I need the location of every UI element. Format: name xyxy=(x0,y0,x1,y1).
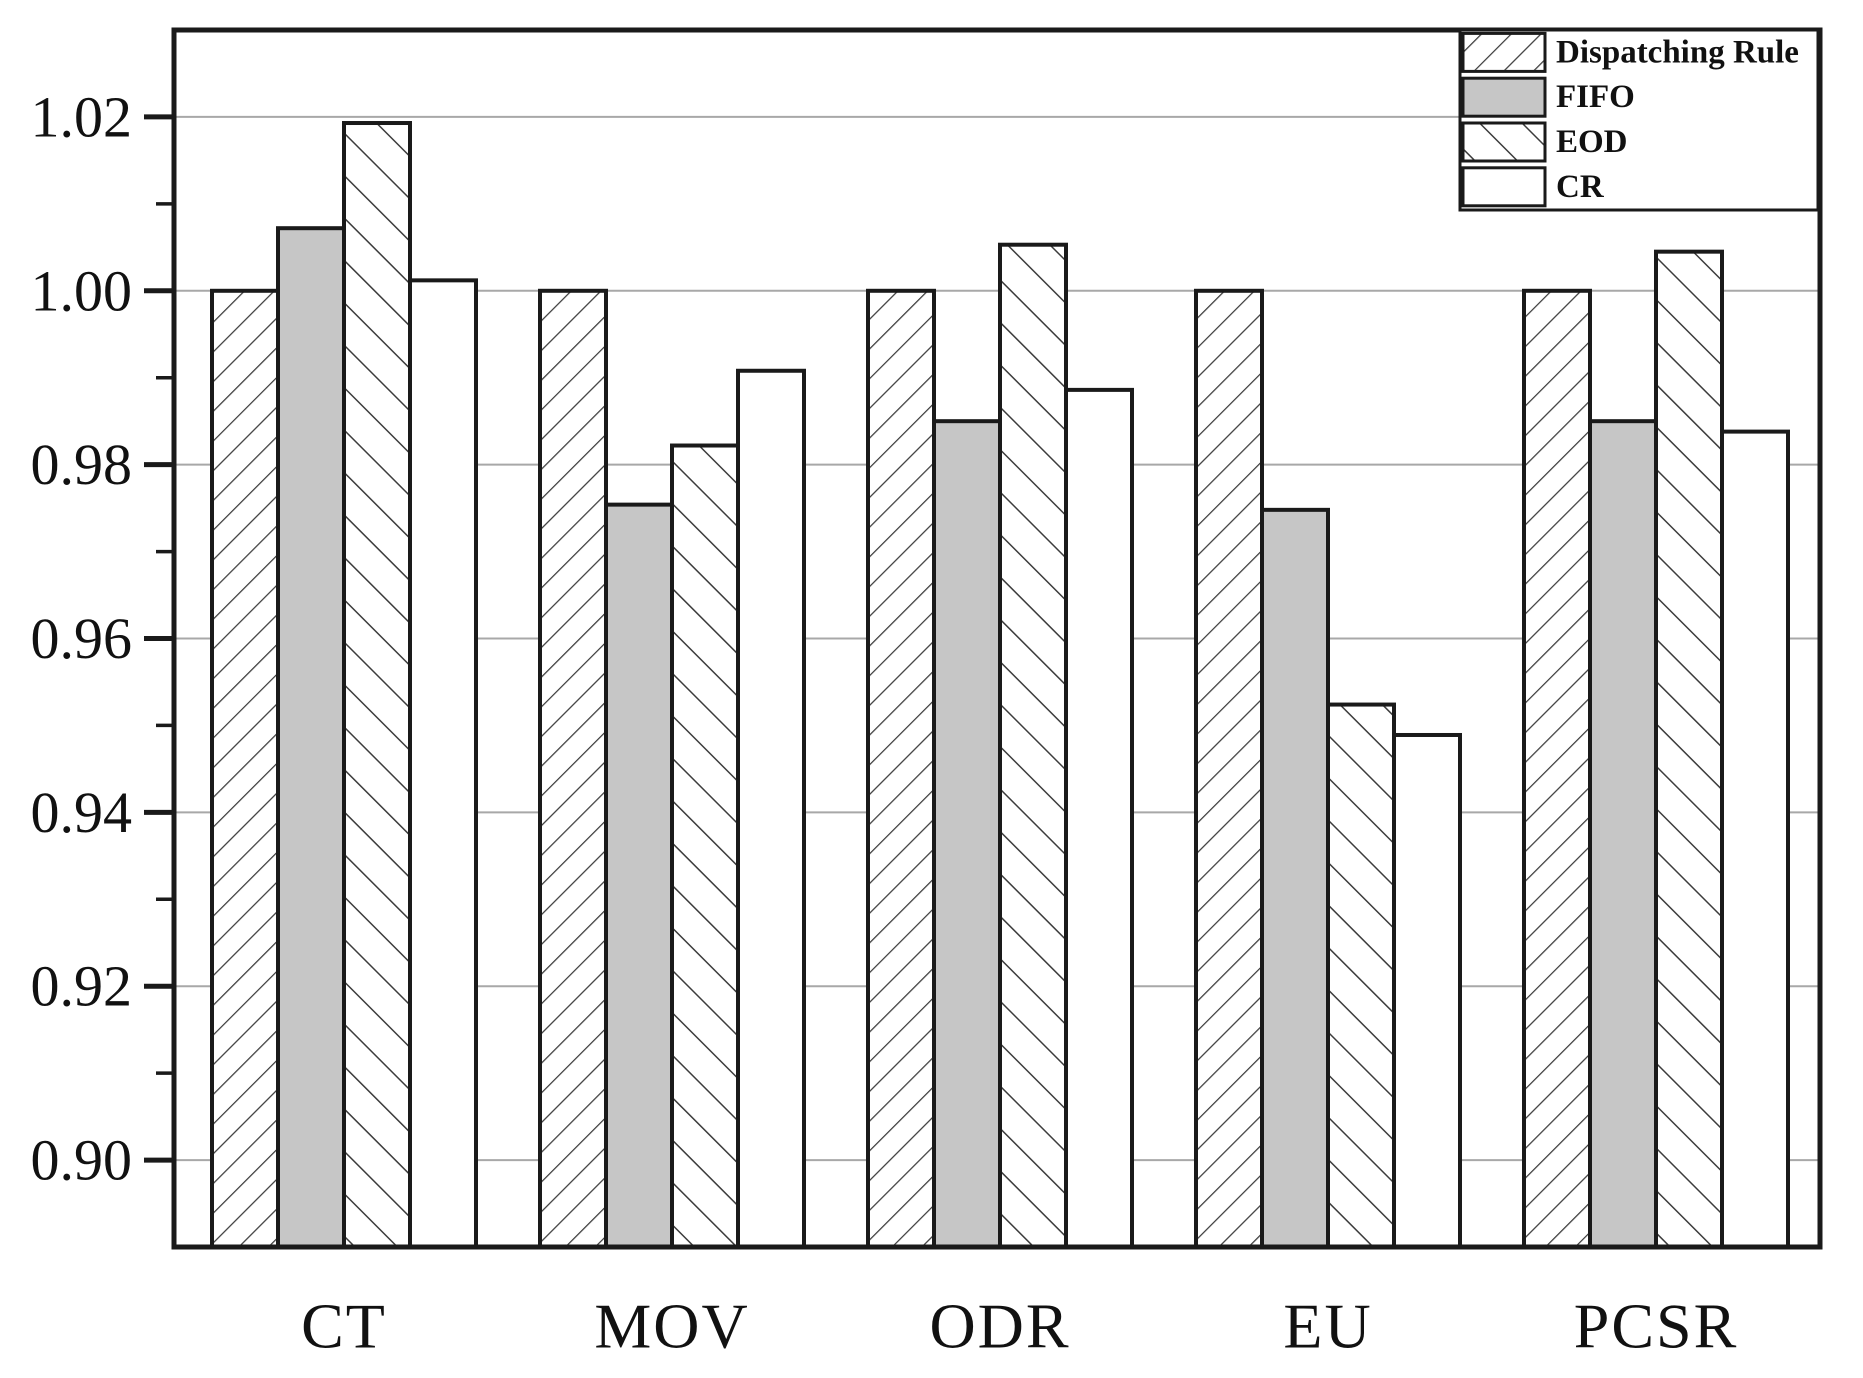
bar-CT-CR xyxy=(408,278,478,1249)
x-category-label-PCSR: PCSR xyxy=(1574,1291,1739,1362)
legend-swatch-FIFO xyxy=(1461,76,1547,118)
bar-EU-Dispatching-Rule xyxy=(1194,288,1264,1249)
y-tick-label-0.96: 0.96 xyxy=(31,606,133,671)
bar-ODR-CR xyxy=(1064,387,1134,1249)
bar-CT-EOD xyxy=(342,121,412,1250)
legend-label-Dispatching-Rule: Dispatching Rule xyxy=(1556,34,1799,70)
legend-item-FIFO: FIFO xyxy=(1461,76,1635,118)
bar-CT-Dispatching-Rule xyxy=(210,288,280,1249)
bar-PCSR-Dispatching-Rule xyxy=(1522,288,1592,1249)
y-axis-ticks xyxy=(144,114,174,1163)
bar-ODR-FIFO xyxy=(932,419,1002,1249)
y-tick-label-1.02: 1.02 xyxy=(31,84,133,149)
legend-swatch-Dispatching-Rule xyxy=(1461,31,1547,73)
y-tick-label-1.00: 1.00 xyxy=(31,258,133,323)
legend-item-Dispatching-Rule: Dispatching Rule xyxy=(1461,31,1799,73)
bar-EU-CR xyxy=(1392,732,1462,1249)
x-category-label-ODR: ODR xyxy=(929,1291,1070,1362)
legend-label-EOD: EOD xyxy=(1556,124,1628,160)
legend-item-EOD: EOD xyxy=(1461,121,1628,163)
bar-PCSR-FIFO xyxy=(1588,419,1658,1249)
bar-MOV-FIFO xyxy=(604,502,674,1249)
bar-MOV-EOD xyxy=(670,443,740,1250)
bar-ODR-EOD xyxy=(998,242,1068,1250)
bar-group-PCSR xyxy=(1522,249,1790,1250)
bar-group-ODR xyxy=(866,242,1134,1250)
legend-swatch-CR xyxy=(1461,166,1547,208)
bar-EU-EOD xyxy=(1326,702,1396,1249)
x-axis-labels: CT MOV ODR EU PCSR xyxy=(301,1291,1739,1362)
y-tick-label-0.98: 0.98 xyxy=(31,432,133,497)
x-category-label-EU: EU xyxy=(1283,1291,1372,1362)
x-category-label-MOV: MOV xyxy=(594,1291,749,1362)
y-axis-labels: 0.90 0.92 0.94 0.96 0.98 1.00 1.02 xyxy=(31,84,133,1192)
x-category-label-CT: CT xyxy=(301,1291,387,1362)
bar-ODR-Dispatching-Rule xyxy=(866,288,936,1249)
y-tick-label-0.90: 0.90 xyxy=(31,1128,133,1193)
bar-group-CT xyxy=(210,121,478,1250)
legend-label-CR: CR xyxy=(1556,169,1605,205)
bar-MOV-Dispatching-Rule xyxy=(538,288,608,1249)
bar-PCSR-EOD xyxy=(1654,249,1724,1250)
bar-group-MOV xyxy=(538,288,806,1250)
bar-CT-FIFO xyxy=(276,226,346,1249)
bar-EU-FIFO xyxy=(1260,507,1330,1249)
y-tick-label-0.94: 0.94 xyxy=(31,780,133,845)
bar-PCSR-CR xyxy=(1720,429,1790,1249)
bar-MOV-CR xyxy=(736,368,806,1249)
y-tick-label-0.92: 0.92 xyxy=(31,954,133,1019)
bars xyxy=(210,121,1790,1250)
legend-swatch-EOD xyxy=(1461,121,1547,163)
legend-item-CR: CR xyxy=(1461,166,1605,208)
legend: Dispatching Rule FIFO EOD CR xyxy=(1458,28,1820,212)
legend-label-FIFO: FIFO xyxy=(1556,79,1635,115)
